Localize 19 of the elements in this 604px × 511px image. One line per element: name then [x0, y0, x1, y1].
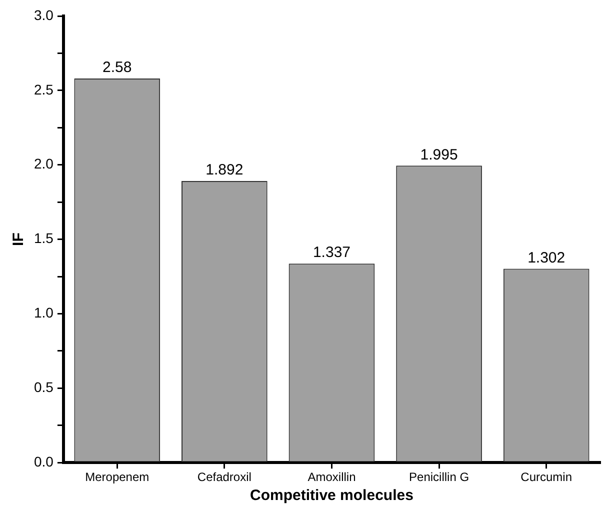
y-tick-label: 2.0 [34, 156, 54, 172]
x-tick-label: Penicillin G [409, 470, 470, 484]
y-tick-label: 1.5 [34, 230, 54, 246]
y-tick-label: 1.0 [34, 304, 54, 321]
data-label: 2.58 [102, 59, 132, 76]
x-tick-label: Cefadroxil [197, 470, 252, 484]
data-label: 1.892 [206, 162, 244, 179]
x-tick-label: Meropenem [85, 470, 150, 484]
data-label: 1.302 [528, 249, 566, 266]
x-tick-label: Amoxillin [308, 470, 356, 484]
x-axis-title: Competitive molecules [250, 487, 414, 504]
y-axis-title: IF [10, 232, 28, 246]
y-tick-label: 2.5 [34, 81, 54, 98]
y-tick-label: 3.0 [34, 6, 54, 23]
data-label: 1.995 [420, 146, 458, 164]
y-tick-label: 0.5 [34, 379, 54, 396]
y-tick-label: 0.0 [34, 453, 54, 470]
x-tick-label: Curcumin [520, 470, 572, 484]
data-label: 1.337 [312, 244, 351, 262]
